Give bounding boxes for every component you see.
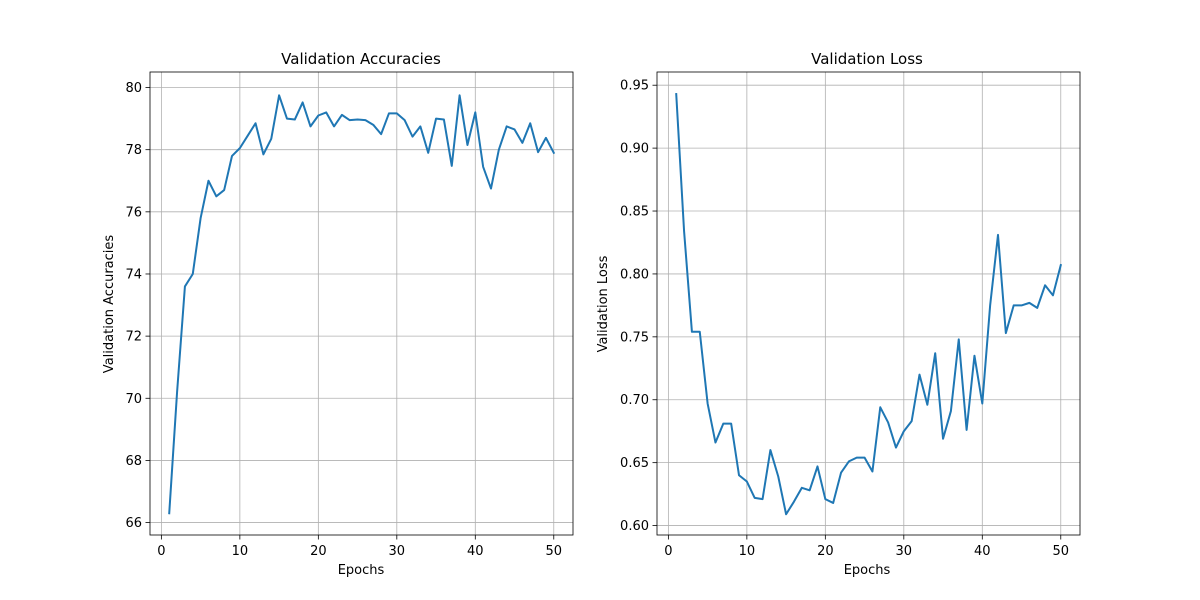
accuracy-plot-area: 0 10 20 30 40 50 66 68 70 72 74 76 78 80: [125, 71, 574, 559]
loss-series-line: [675, 92, 1062, 516]
loss-y-tick-label: 0.95: [620, 79, 649, 94]
loss-y-tick-label: 0.60: [620, 519, 649, 534]
accuracy-series-line: [168, 94, 556, 515]
loss-chart-title: Validation Loss: [811, 50, 923, 68]
accuracy-y-tick-label: 78: [125, 143, 142, 158]
accuracy-y-tick-label: 76: [125, 205, 142, 220]
loss-x-tick-label: 30: [896, 544, 913, 559]
accuracy-chart: Validation Accuracies 0 10 20 30 40 50 66 68 70 7…: [102, 50, 574, 578]
loss-x-tick-label: 0: [664, 544, 672, 559]
loss-x-tick-label: 50: [1052, 544, 1069, 559]
accuracy-axes-frame: [149, 71, 574, 536]
accuracy-x-tick-label: 0: [157, 544, 165, 559]
accuracy-chart-title: Validation Accuracies: [281, 50, 441, 68]
accuracy-y-tick-label: 70: [125, 392, 142, 407]
accuracy-x-tick-label: 30: [389, 544, 406, 559]
accuracy-y-tick-label: 68: [125, 454, 142, 469]
loss-chart: Validation Loss 0 10 20 30 40 500.600.650.700…: [596, 50, 1081, 578]
accuracy-x-tick-label: 50: [545, 544, 562, 559]
accuracy-y-tick-label: 66: [125, 516, 142, 531]
loss-y-tick-label: 0.65: [620, 456, 649, 471]
loss-y-tick-label: 0.70: [620, 393, 649, 408]
loss-y-tick-label: 0.85: [620, 205, 649, 220]
loss-axes-frame: [656, 71, 1081, 536]
loss-x-axis-label: Epochs: [844, 563, 891, 578]
loss-y-tick-label: 0.90: [620, 142, 649, 157]
accuracy-x-tick-label: 40: [467, 544, 484, 559]
loss-plot-area: 0 10 20 30 40 50 0.60 0.65 0.70 0.75 0.80 0.85 0.90 0…: [620, 71, 1081, 559]
accuracy-y-tick-label: 72: [125, 330, 142, 345]
accuracy-y-tick-label: 74: [125, 267, 142, 282]
accuracy-x-axis-label: Epochs: [338, 563, 385, 578]
accuracy-y-tick-label: 80: [125, 81, 142, 96]
loss-y-axis-label: Validation Loss: [596, 255, 611, 352]
loss-y-tick-label: 0.75: [620, 330, 649, 345]
accuracy-x-tick-label: 10: [232, 544, 249, 559]
loss-x-tick-label: 40: [974, 544, 991, 559]
accuracy-y-axis-label: Validation Accuracies: [102, 235, 117, 374]
loss-y-tick-label: 0.80: [620, 267, 649, 282]
loss-x-tick-label: 20: [817, 544, 834, 559]
loss-x-tick-label: 10: [739, 544, 756, 559]
accuracy-x-tick-label: 20: [310, 544, 327, 559]
